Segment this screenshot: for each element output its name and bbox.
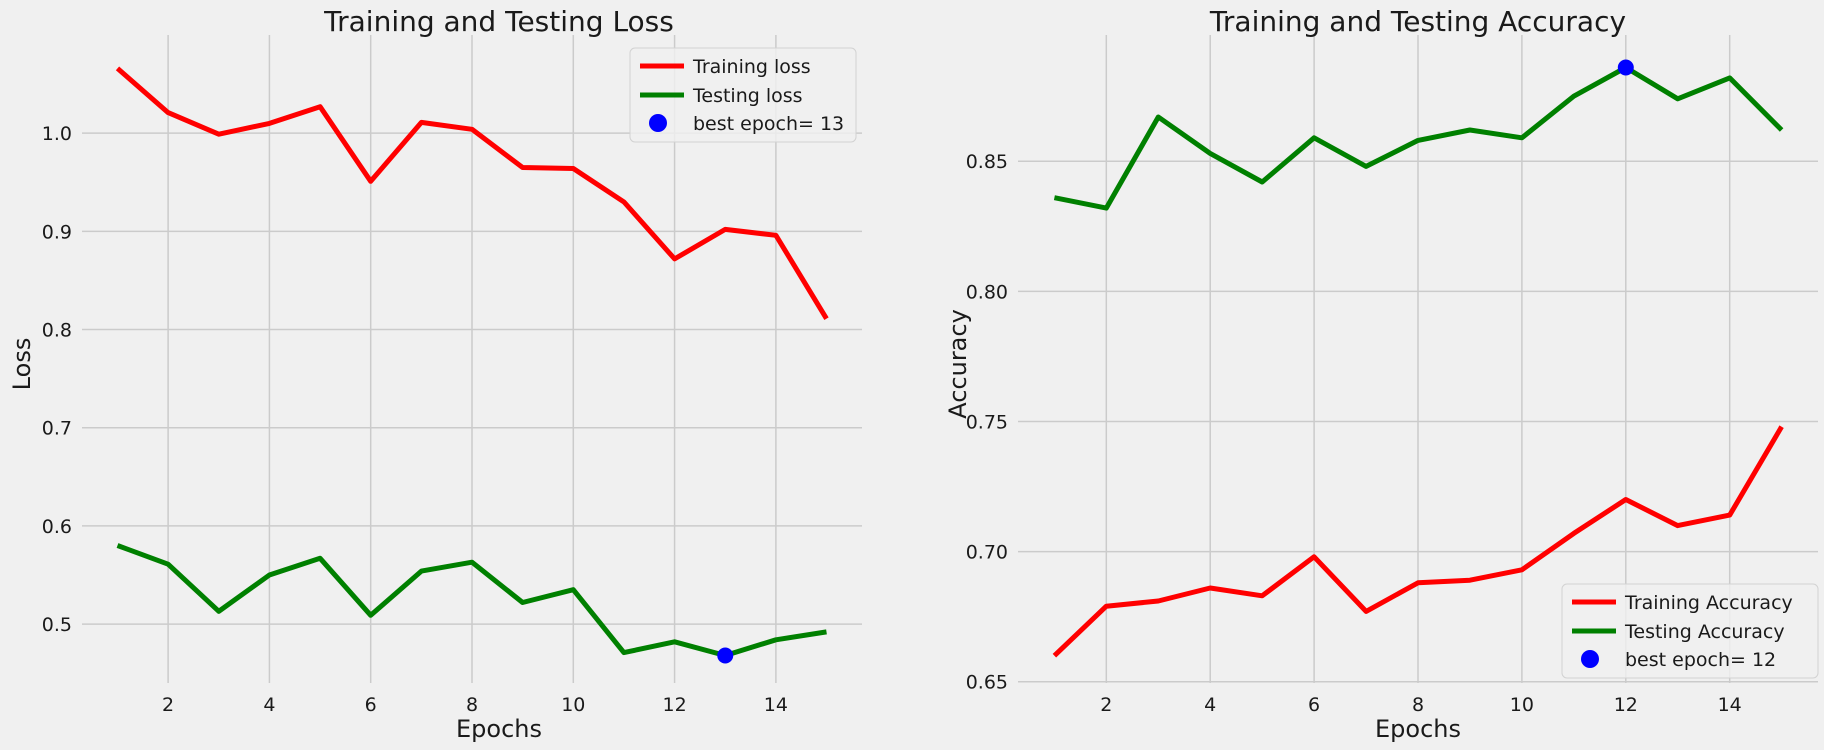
accuracy-y-axis-label: Accuracy [944,309,972,419]
accuracy-xtick-label: 4 [1204,694,1216,716]
loss-grid [82,35,862,683]
accuracy-xtick-label: 2 [1100,694,1112,716]
loss-ytick-label: 0.7 [42,418,72,440]
accuracy-ytick-label: 0.65 [966,672,1008,694]
accuracy-legend-label-testing: Testing Accuracy [1624,621,1785,643]
loss-best-marker-layer [717,647,734,664]
accuracy-yticks: 0.65 0.70 0.75 0.80 0.85 [966,151,1008,693]
loss-yticks: 0.5 0.6 0.7 0.8 0.9 1.0 [42,123,72,636]
loss-xtick-label: 12 [663,694,687,716]
loss-series-layer [115,66,829,658]
accuracy-xtick-label: 14 [1718,694,1742,716]
loss-xticks: 2 4 6 8 10 12 14 [162,694,788,716]
accuracy-grid [1018,35,1818,683]
loss-xtick-label: 4 [263,694,275,716]
loss-xtick-label: 8 [466,694,478,716]
loss-series-line-testing [116,543,827,658]
loss-ytick-label: 0.5 [42,614,72,636]
accuracy-xtick-label: 12 [1614,694,1638,716]
accuracy-ytick-label: 0.70 [966,542,1008,564]
loss-legend-box [629,47,857,143]
loss-best-epoch-marker [717,647,734,664]
loss-xtick-label: 6 [365,694,377,716]
accuracy-legend-marker-best [1581,650,1599,668]
accuracy-legend-label-training: Training Accuracy [1624,592,1793,614]
loss-xtick-label: 2 [162,694,174,716]
accuracy-x-axis-label: Epochs [1375,715,1461,743]
loss-ytick-label: 0.8 [42,320,72,342]
accuracy-ytick-label: 0.80 [966,281,1008,303]
loss-ytick-label: 0.9 [42,221,72,243]
accuracy-xticks: 2 4 6 8 10 12 14 [1100,694,1742,716]
loss-series-line-training [115,66,829,320]
accuracy-xtick-label: 8 [1412,694,1424,716]
accuracy-chart-title: Training and Testing Accuracy [1209,5,1626,38]
loss-legend-marker-best [649,114,667,132]
loss-y-axis-label: Loss [8,338,36,391]
loss-chart-title: Training and Testing Loss [323,5,674,38]
accuracy-series-line-testing [1053,65,1784,211]
accuracy-subplot: 2 4 6 8 10 12 14 0.65 0.70 0.75 0.80 0.85 Training… [944,5,1819,743]
loss-x-axis-label: Epochs [456,715,542,743]
accuracy-ytick-label: 0.85 [966,151,1008,173]
loss-legend-label-training: Training loss [692,56,811,78]
loss-subplot: 2 4 6 8 10 12 14 0.5 0.6 0.7 0.8 0.9 1.0 Training a… [8,5,862,743]
accuracy-best-epoch-marker [1617,59,1634,76]
accuracy-series-layer [1052,65,1784,658]
loss-legend-label-testing: Testing loss [692,85,803,107]
loss-legend-label-best: best epoch= 13 [693,113,844,135]
accuracy-series-line-training [1052,425,1784,658]
accuracy-legend-box [1561,583,1819,679]
accuracy-legend-label-best: best epoch= 12 [1625,649,1776,671]
accuracy-xtick-label: 10 [1510,694,1534,716]
loss-ytick-label: 1.0 [42,123,72,145]
loss-xtick-label: 14 [764,694,788,716]
loss-legend: Training loss Testing loss best epoch= 1… [629,47,857,143]
accuracy-xtick-label: 6 [1308,694,1320,716]
loss-ytick-label: 0.6 [42,516,72,538]
accuracy-legend: Training Accuracy Testing Accuracy best … [1561,583,1819,679]
loss-xtick-label: 10 [561,694,585,716]
accuracy-ytick-label: 0.75 [966,411,1008,433]
accuracy-best-marker-layer [1617,59,1634,76]
